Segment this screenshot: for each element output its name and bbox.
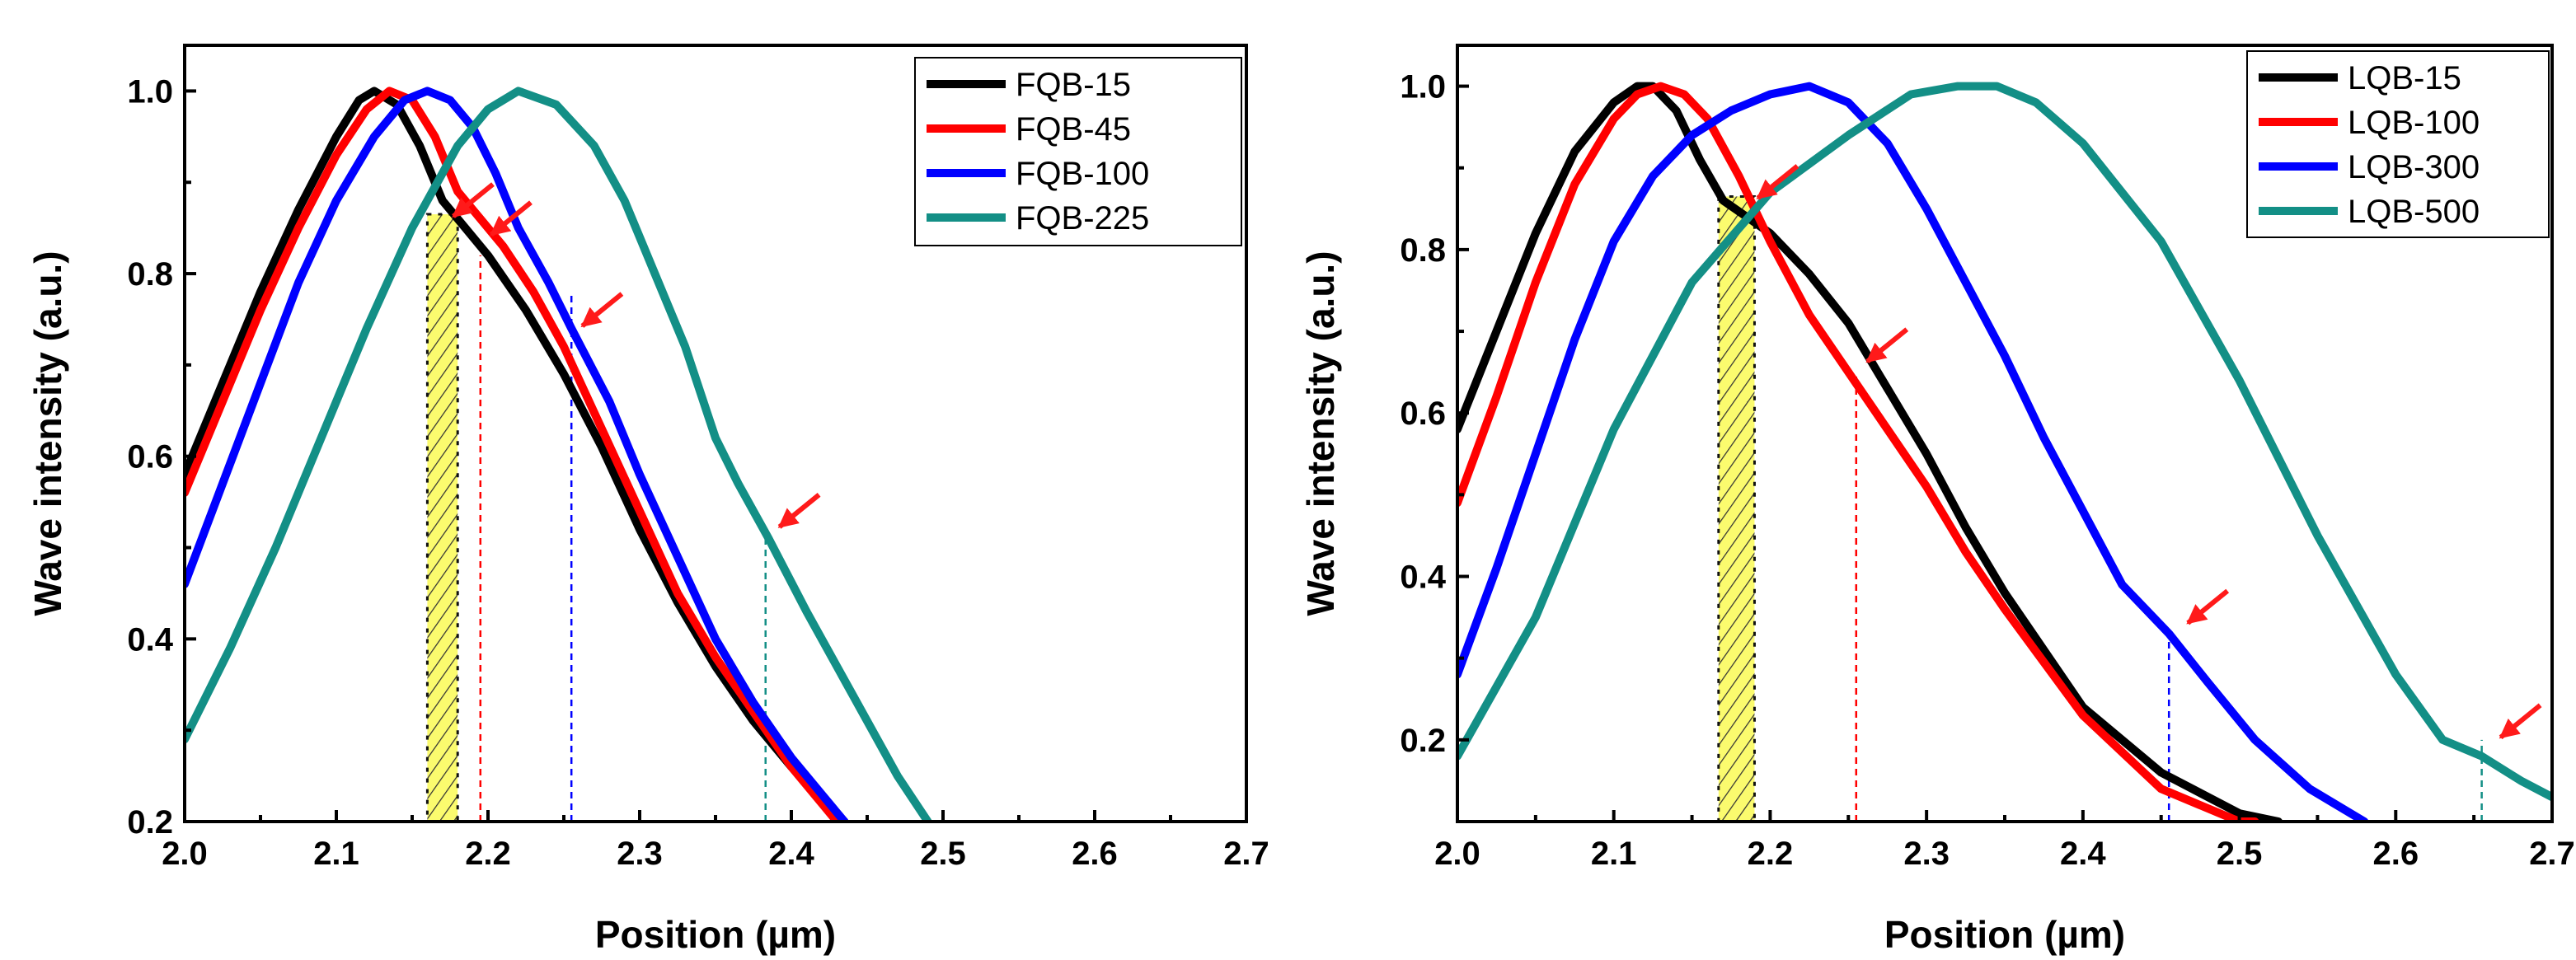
x-tick-label: 2.0	[1434, 836, 1480, 872]
legend-label-lqb-500: LQB-500	[2348, 194, 2480, 230]
y-tick-label: 0.8	[1400, 232, 1446, 269]
y-tick-label: 0.6	[127, 439, 173, 475]
arrow-2	[580, 292, 624, 328]
legend-label-lqb-100: LQB-100	[2348, 105, 2480, 141]
y-tick-label: 0.2	[127, 804, 173, 841]
series-line-fqb-100	[185, 87, 849, 822]
x-tick-label: 2.0	[162, 836, 208, 872]
arrow-2	[2186, 588, 2230, 625]
left-chart: 2.0 2.1 2.2 2.3 2.4 2.5 2.6 2.7 0.2 0.4 0.6 0.8 1.0 P…	[26, 44, 1269, 956]
y-tick-label: 0.4	[127, 621, 173, 658]
series-line-lqb-15	[1457, 82, 2283, 822]
series-line-lqb-100	[1457, 82, 2259, 822]
legend-box	[2246, 50, 2550, 238]
y-tick-label: 0.2	[1400, 723, 1446, 759]
x-tick-label: 2.1	[1591, 836, 1637, 872]
y-axis-label: Wave intensity (a.u.)	[1299, 251, 1342, 616]
x-tick-label: 2.1	[313, 836, 359, 872]
x-tick-label: 2.3	[617, 836, 663, 872]
legend-label-lqb-15: LQB-15	[2348, 60, 2461, 96]
x-tick-label: 2.5	[2217, 836, 2263, 872]
arrow-3	[2499, 703, 2542, 740]
x-tick-label: 2.4	[768, 836, 814, 872]
legend-label-fqb-100: FQB-100	[1016, 156, 1149, 192]
x-tick-label: 2.6	[1072, 836, 1118, 872]
x-tick-label: 2.4	[2060, 836, 2106, 872]
y-axis-label: Wave intensity (a.u.)	[26, 251, 69, 616]
y-tick-label: 0.8	[127, 256, 173, 293]
x-axis-label: Position (µm)	[1884, 913, 2125, 956]
x-tick-label: 2.7	[1223, 836, 1269, 872]
x-tick-label: 2.2	[465, 836, 511, 872]
legend-label-lqb-300: LQB-300	[2348, 149, 2480, 185]
legend-label-fqb-45: FQB-45	[1016, 111, 1131, 148]
y-tick-label: 0.6	[1400, 396, 1446, 432]
arrow-1	[490, 200, 533, 237]
arrow-1	[1865, 327, 1909, 364]
legend-label-fqb-225: FQB-225	[1016, 200, 1149, 236]
arrow-0	[452, 182, 495, 218]
arrow-3	[777, 493, 821, 529]
series-line-lqb-500	[1457, 82, 2552, 802]
x-tick-label: 2.5	[920, 836, 966, 872]
legend-label-fqb-15: FQB-15	[1016, 67, 1131, 103]
x-tick-label: 2.6	[2372, 836, 2419, 872]
shaded-band	[425, 213, 459, 823]
y-tick-label: 1.0	[1400, 69, 1446, 105]
series-line-lqb-300	[1457, 82, 2369, 822]
x-tick-label: 2.7	[2529, 836, 2575, 872]
x-tick-label: 2.2	[1748, 836, 1794, 872]
x-axis-label: Position (µm)	[595, 913, 836, 956]
series-line-fqb-225	[185, 87, 932, 822]
arrow-0	[1756, 164, 1799, 200]
shaded-band	[1717, 194, 1756, 823]
y-tick-label: 1.0	[127, 73, 173, 110]
series-line-fqb-15	[185, 87, 849, 822]
x-tick-label: 2.3	[1903, 836, 1950, 872]
y-tick-label: 0.4	[1400, 560, 1446, 596]
right-chart: 2.0 2.1 2.2 2.3 2.4 2.5 2.6 2.7 0.2 0.4 0.6 0.8 1.0 P…	[1299, 44, 2575, 956]
